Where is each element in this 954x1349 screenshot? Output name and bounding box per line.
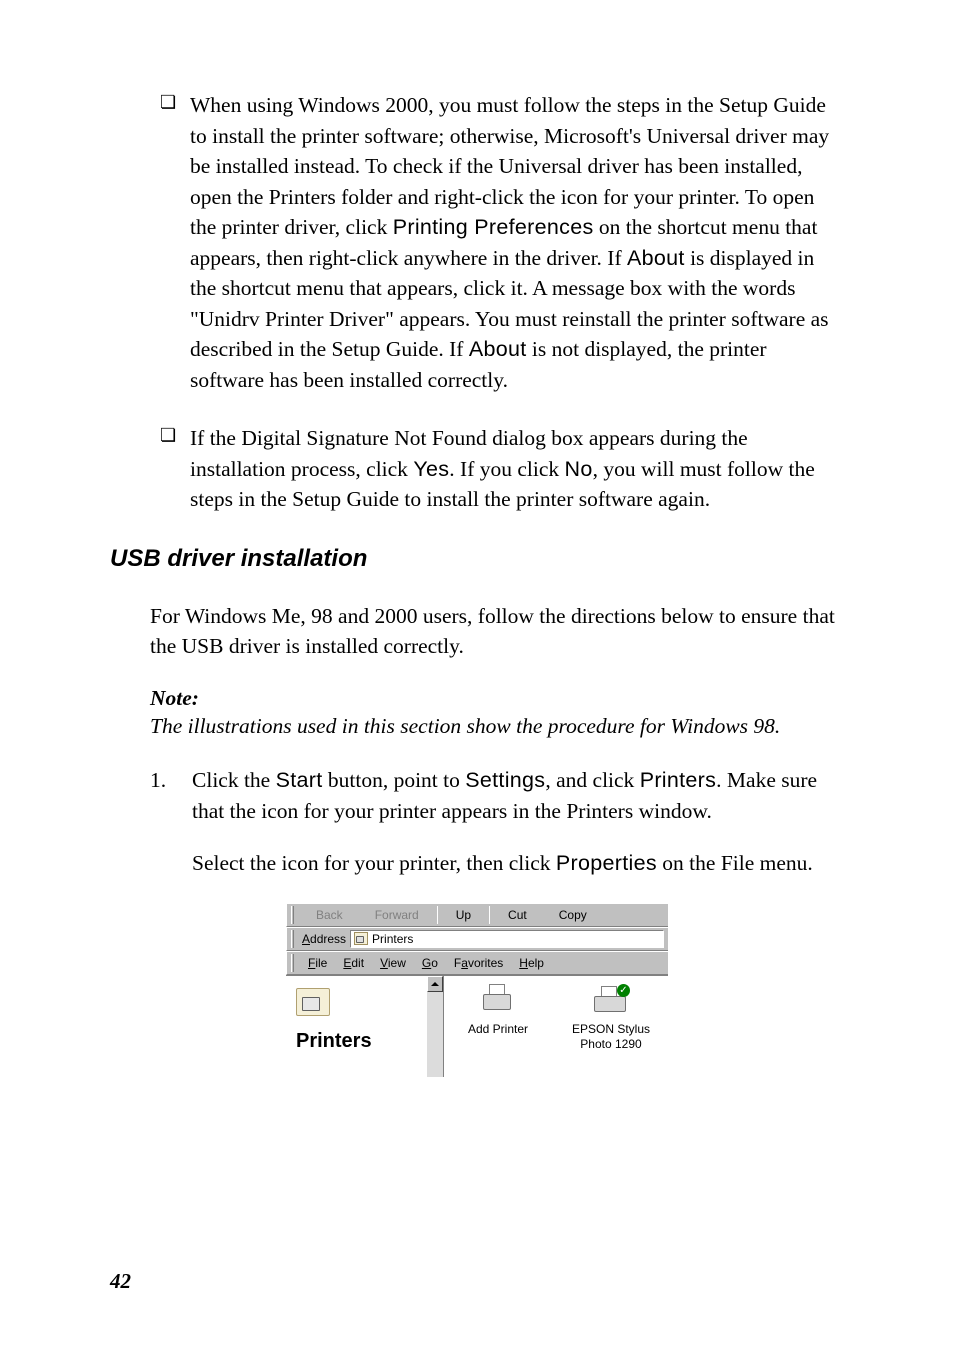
address-bar: Address Printers [286,927,668,951]
ui-term-printers: Printers [640,768,716,792]
text: , and click [545,768,639,792]
text: button, point to [323,768,466,792]
add-printer-item[interactable]: Add Printer [458,984,538,1077]
text: . If you click [449,457,564,481]
address-label: Address [300,932,350,946]
text: Click the [192,768,276,792]
address-field[interactable]: Printers [350,930,664,948]
ui-term-start: Start [276,768,323,792]
window-content: Printers Add Printer ✓ EPSON StylusPhoto… [286,975,668,1077]
step-text: Click the Start button, point to Setting… [192,765,844,826]
printers-folder-icon [354,932,368,945]
menu-view[interactable]: View [372,956,414,970]
note-label: Note: [150,686,844,711]
page-number: 42 [110,1269,131,1294]
epson-printer-icon: ✓ [592,984,630,1014]
cut-button[interactable]: Cut [492,908,543,922]
bullet-marker: ❏ [160,90,190,395]
ui-term-no: No [565,457,593,481]
toolbar-grip[interactable] [291,930,294,948]
bullet-marker: ❏ [160,423,190,515]
scroll-up-button[interactable] [427,976,443,992]
address-value: Printers [372,932,413,946]
ui-term-printing-preferences: Printing Preferences [393,215,594,239]
step-number: 1. [150,765,192,826]
bullet-item-1: ❏ When using Windows 2000, you must foll… [160,90,844,395]
scrollbar[interactable] [427,976,443,1077]
bullet-text-1: When using Windows 2000, you must follow… [190,90,844,395]
step-1-continuation: Select the icon for your printer, then c… [192,848,844,879]
ui-term-about: About [469,337,527,361]
menu-help[interactable]: Help [511,956,552,970]
menu-file[interactable]: File [300,956,335,970]
epson-printer-item[interactable]: ✓ EPSON StylusPhoto 1290 [566,984,656,1077]
toolbar-separator [489,906,490,924]
ui-term-about: About [627,246,685,270]
add-printer-icon [481,984,515,1014]
text: A [302,932,310,946]
icon-area: Add Printer ✓ EPSON StylusPhoto 1290 [444,976,668,1077]
menu-bar: File Edit View Go Favorites Help [286,951,668,975]
toolbar: Back Forward Up Cut Copy [286,903,668,927]
ui-term-yes: Yes [413,457,449,481]
menu-favorites[interactable]: Favorites [446,956,511,970]
bullet-text-2: If the Digital Signature Not Found dialo… [190,423,844,515]
back-button: Back [300,908,359,922]
note-text: The illustrations used in this section s… [150,711,844,742]
epson-printer-label: EPSON StylusPhoto 1290 [572,1022,650,1052]
default-check-icon: ✓ [617,984,630,997]
bullet-item-2: ❏ If the Digital Signature Not Found dia… [160,423,844,515]
ui-term-settings: Settings [465,768,545,792]
toolbar-separator [437,906,438,924]
section-heading-usb: USB driver installation [110,545,844,573]
toolbar-grip[interactable] [291,906,294,924]
menu-edit[interactable]: Edit [335,956,372,970]
forward-button: Forward [359,908,435,922]
printers-folder-icon [296,988,330,1016]
text: ddress [310,932,346,946]
printers-heading: Printers [296,1030,443,1053]
add-printer-label: Add Printer [468,1022,528,1037]
toolbar-grip[interactable] [291,954,294,972]
intro-paragraph: For Windows Me, 98 and 2000 users, follo… [150,601,844,662]
menu-go[interactable]: Go [414,956,446,970]
printers-window-screenshot: Back Forward Up Cut Copy Address Printer… [286,903,668,1077]
text: Select the icon for your printer, then c… [192,851,556,875]
step-1: 1. Click the Start button, point to Sett… [150,765,844,826]
ui-term-properties: Properties [556,851,657,875]
text: on the File menu. [657,851,813,875]
left-pane: Printers [286,976,444,1077]
up-button[interactable]: Up [440,908,487,922]
copy-button[interactable]: Copy [543,908,603,922]
